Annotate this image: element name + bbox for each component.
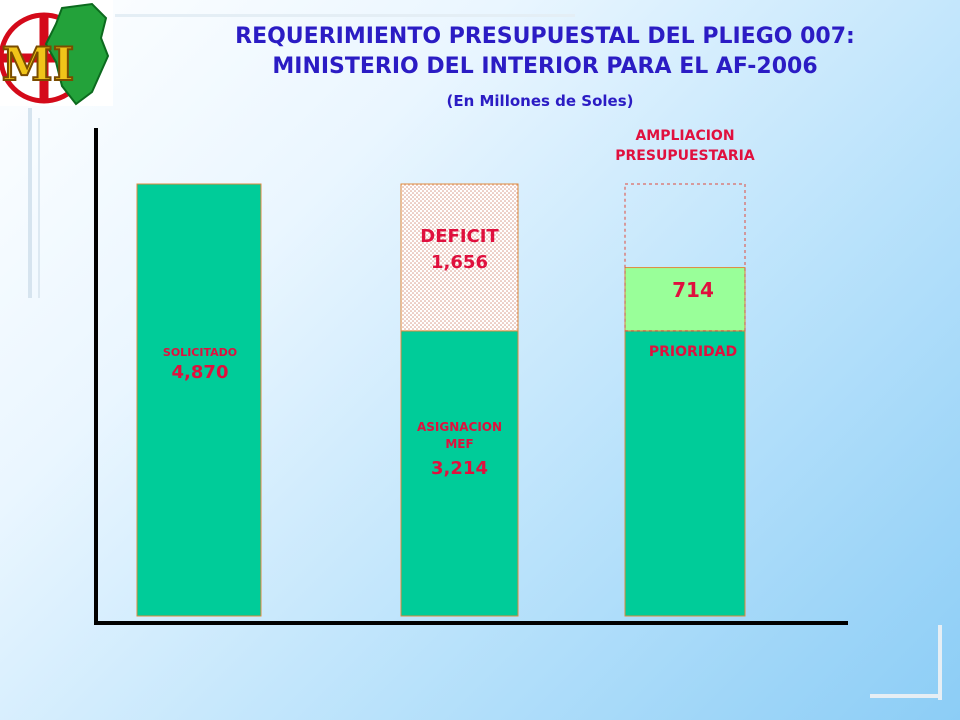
decor-line-left-top [28, 108, 32, 298]
bar-ampliacion-outline [624, 183, 746, 332]
chart-subtitle: (En Millones de Soles) [446, 92, 634, 110]
logo-text: MI [2, 37, 74, 91]
bar-deficit [400, 183, 519, 332]
label-asignacion-line1: ASIGNACION [416, 420, 503, 434]
decor-line-left-top-2 [38, 118, 40, 298]
label-deficit: DEFICIT [420, 226, 499, 247]
label-prioridad: PRIORIDAD [648, 344, 738, 360]
decor-line-bottom-right-h [870, 694, 942, 698]
peru-map-logo-icon: MI [0, 0, 113, 106]
decor-line-bottom-right-v [938, 625, 942, 700]
value-prioridad: 714 [672, 278, 714, 302]
bar-ampliacion-base [624, 330, 746, 617]
bar-solicitado [136, 183, 262, 617]
logo: MI [0, 0, 113, 106]
value-solicitado: 4,870 [171, 362, 229, 383]
label-ampliacion-line2: PRESUPUESTARIA [615, 148, 755, 164]
label-asignacion-line2: MEF [445, 437, 474, 451]
value-asignacion: 3,214 [431, 458, 488, 479]
chart-title-line1: REQUERIMIENTO PRESUPUESTAL DEL PLIEGO 00… [235, 24, 855, 49]
label-ampliacion-line1: AMPLIACION [635, 128, 735, 144]
chart-title-line2: MINISTERIO DEL INTERIOR PARA EL AF-2006 [272, 54, 818, 79]
value-deficit: 1,656 [431, 252, 488, 273]
label-solicitado: SOLICITADO [162, 346, 238, 359]
decor-line-top [115, 14, 575, 17]
bar-asignacion-mef [400, 330, 519, 617]
